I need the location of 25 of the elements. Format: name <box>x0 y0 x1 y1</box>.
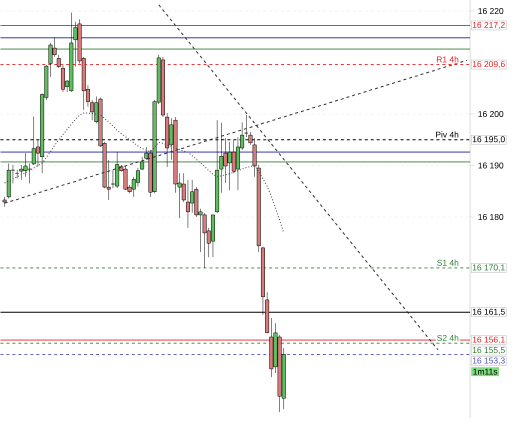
ref-line-label: 16 155,5 <box>472 347 505 354</box>
annotation: Piv 4h <box>436 132 458 138</box>
ref-line-label: 16 153,3 <box>472 358 505 365</box>
text: 1m11s <box>473 368 498 375</box>
y-tick-label: 16 180 <box>478 214 504 220</box>
candlestick <box>186 180 190 228</box>
annotation: R1 4h <box>436 56 458 62</box>
candlestick <box>244 114 248 138</box>
candlestick <box>2 196 7 208</box>
candlestick <box>115 151 120 188</box>
ref-line-label: 16 195,0 <box>472 136 505 144</box>
y-tick-label: 16 220 <box>478 8 504 14</box>
candlestick <box>202 212 207 268</box>
candlestick <box>23 152 28 178</box>
ref-line-label: 16 217,2 <box>472 22 505 30</box>
y-tick-label: 16 190 <box>478 162 504 169</box>
ref-line-label: 16 170,1 <box>472 264 505 272</box>
y-tick-label: 16 200 <box>478 111 504 118</box>
ref-line-label: 16 161,5 <box>472 308 505 316</box>
ref-line-label: 16 209,6 <box>472 61 505 68</box>
candlestick <box>228 142 232 191</box>
annotation: S1 4h <box>437 260 458 266</box>
candlestick <box>123 166 128 191</box>
annotation: S2 4h <box>437 334 458 342</box>
ref-line-label: 16 156,1 <box>472 336 505 344</box>
